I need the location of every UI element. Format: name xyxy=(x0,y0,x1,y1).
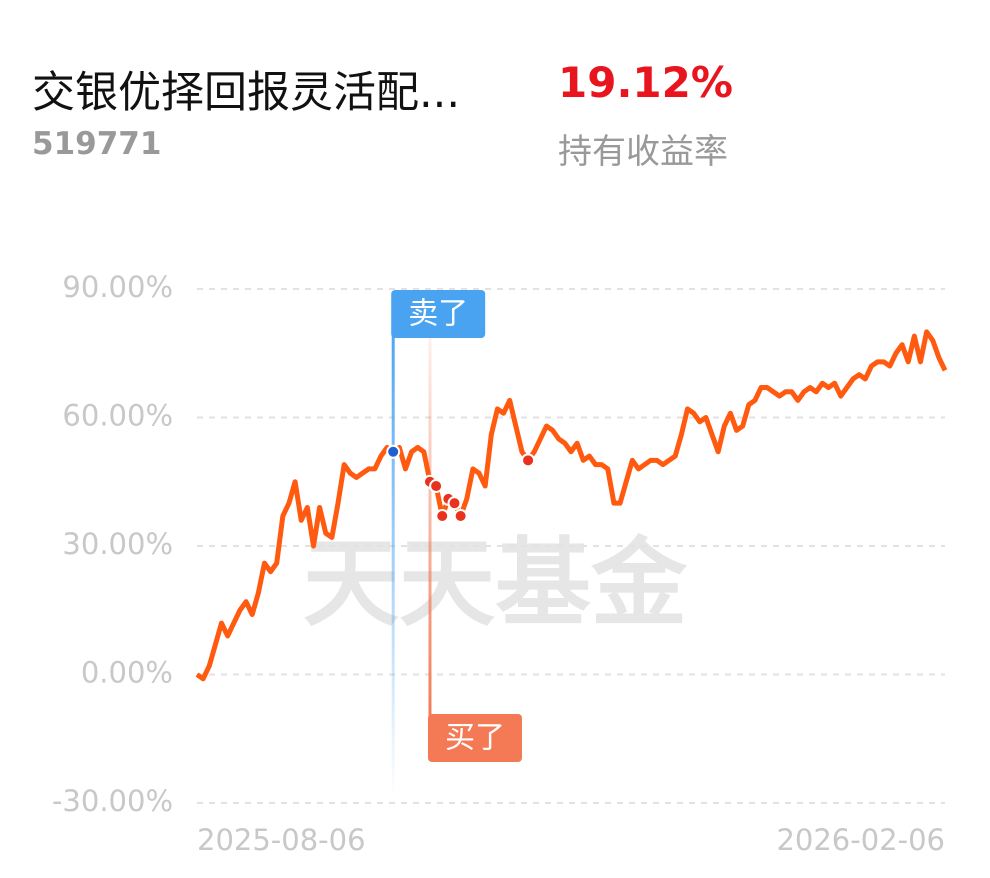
x-tick-label: 2025-08-06 xyxy=(197,823,366,857)
return-label: 持有收益率 xyxy=(558,132,728,172)
buy-point xyxy=(447,496,462,511)
trade-badge xyxy=(427,714,522,762)
buy-point xyxy=(429,479,444,494)
trade-label: 买了 xyxy=(445,721,505,756)
buy-point xyxy=(453,509,468,524)
return-value: 19.12% xyxy=(558,58,733,107)
fund-code: 519771 xyxy=(32,126,162,162)
trade-line xyxy=(428,330,432,720)
series-line xyxy=(195,329,948,682)
buy-point xyxy=(521,453,536,468)
y-tick-label: -30.00% xyxy=(52,784,173,818)
y-tick-label: 0.00% xyxy=(81,656,173,690)
y-tick-label: 90.00% xyxy=(62,270,173,304)
watermark: 天天基金 xyxy=(303,527,688,639)
trade-label: 卖了 xyxy=(408,297,468,332)
y-tick-label: 30.00% xyxy=(62,527,173,561)
x-tick-label: 2026-02-06 xyxy=(776,823,945,857)
fund-name[interactable]: 交银优择回报灵活配... xyxy=(32,68,461,118)
sell-point xyxy=(386,444,401,459)
trade-badge xyxy=(391,290,486,338)
y-tick-label: 60.00% xyxy=(62,399,173,433)
trade-line xyxy=(391,320,395,798)
buy-point xyxy=(435,509,450,524)
